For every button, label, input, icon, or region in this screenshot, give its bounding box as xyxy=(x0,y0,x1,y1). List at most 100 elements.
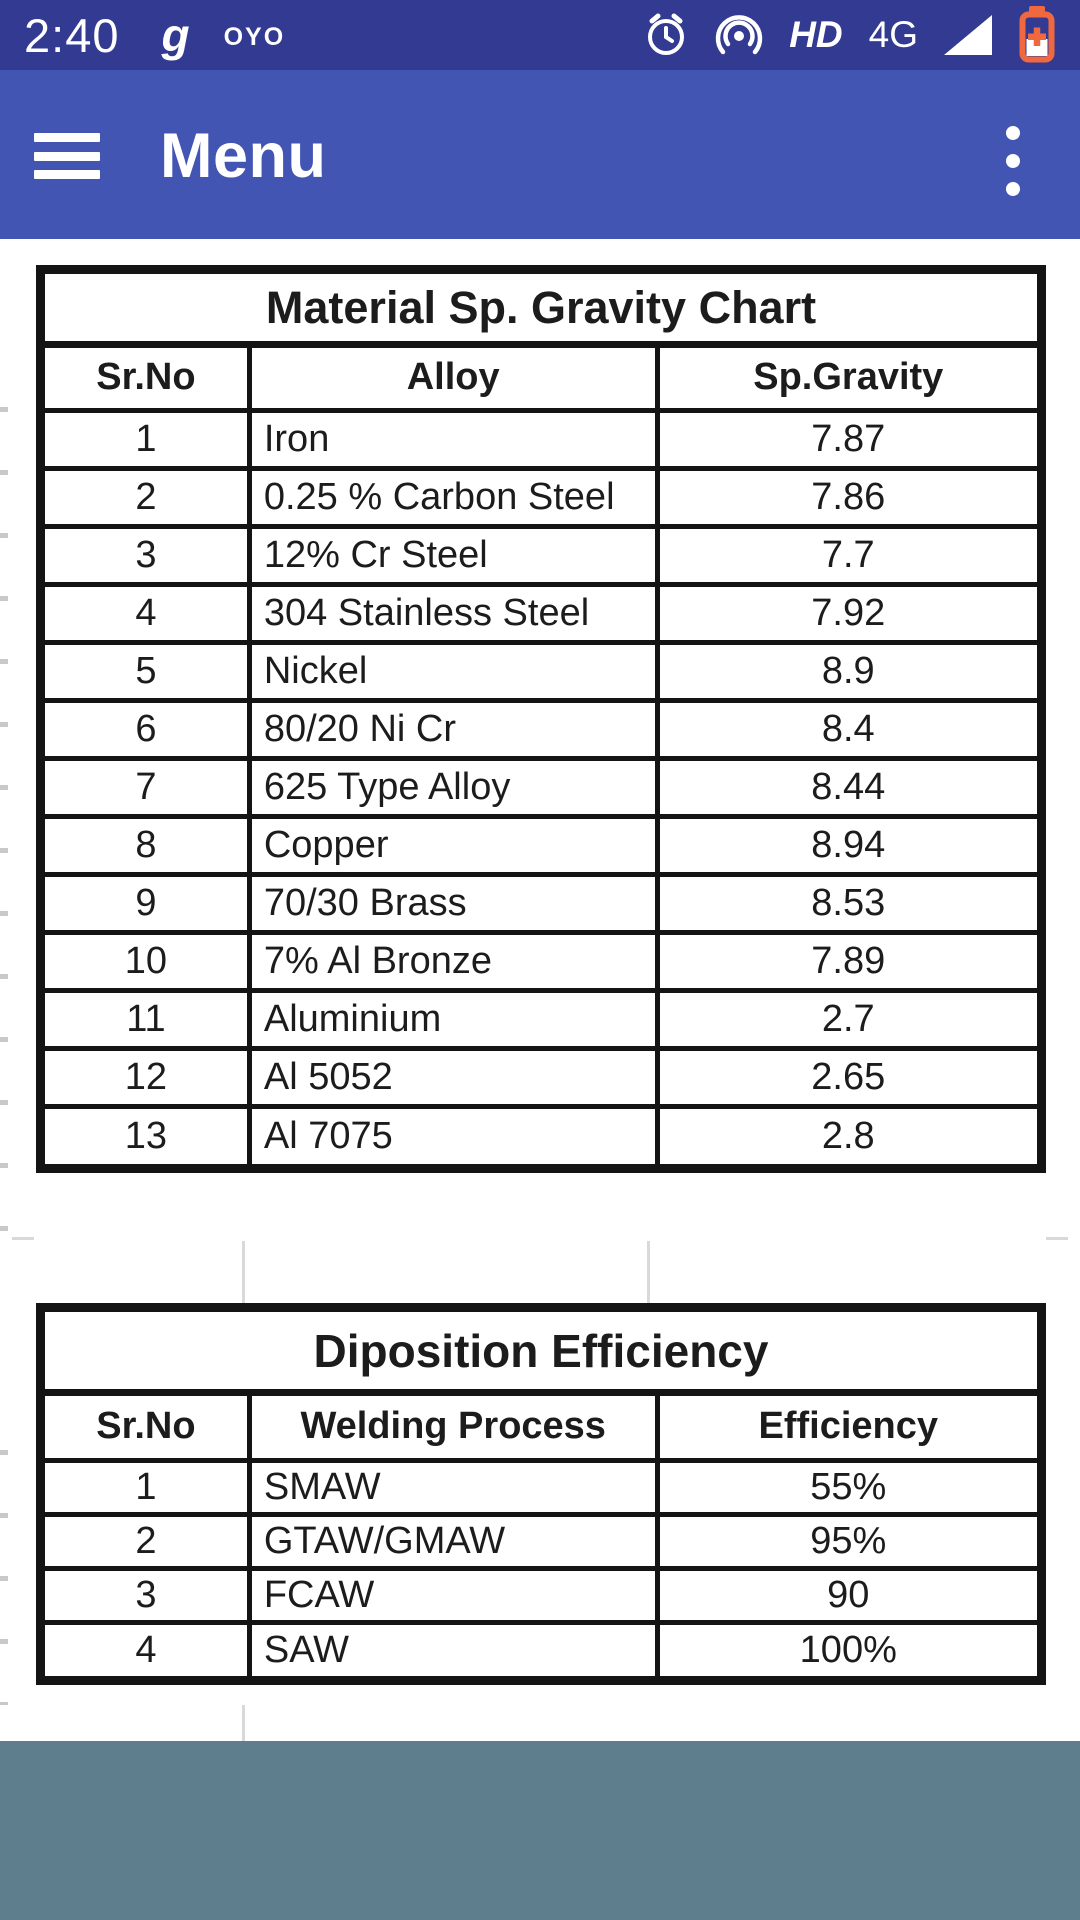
value-cell: 8.44 xyxy=(654,755,1037,819)
name-cell: FCAW xyxy=(246,1565,660,1625)
value-cell: 100% xyxy=(654,1619,1037,1676)
hamburger-menu-icon[interactable] xyxy=(34,133,100,179)
battery-icon xyxy=(1019,6,1055,63)
table-row: 1 Iron 7.87 xyxy=(45,407,1037,471)
column-header: Alloy xyxy=(246,348,660,413)
table-row: 1 SMAW 55% xyxy=(45,1457,1037,1517)
table-row: 3 12% Cr Steel 7.7 xyxy=(45,523,1037,587)
name-cell: 7% Al Bronze xyxy=(246,929,660,993)
glance-icon: g xyxy=(161,9,190,61)
sr-no-cell: 11 xyxy=(45,987,252,1051)
header-row: Sr.No Alloy Sp.Gravity xyxy=(45,348,1037,413)
clock-time: 2:40 xyxy=(24,8,120,62)
column-header: Sp.Gravity xyxy=(654,348,1037,413)
value-cell: 95% xyxy=(654,1511,1037,1571)
name-cell: Iron xyxy=(246,407,660,471)
row-tick-marks xyxy=(0,349,8,1241)
alarm-icon xyxy=(648,13,685,55)
status-bar-right: HD 4G xyxy=(643,6,1056,64)
sr-no-cell: 4 xyxy=(45,581,252,645)
name-cell: 625 Type Alloy xyxy=(246,755,660,819)
column-header: Welding Process xyxy=(246,1396,660,1463)
table-row: 8 Copper 8.94 xyxy=(45,813,1037,877)
table-row: 11 Aluminium 2.7 xyxy=(45,987,1037,1051)
gridline xyxy=(1046,1237,1068,1240)
value-cell: 2.8 xyxy=(654,1103,1037,1164)
header-row: Sr.No Welding Process Efficiency xyxy=(45,1396,1037,1463)
gridline xyxy=(12,1237,34,1240)
hd-badge: HD xyxy=(789,14,843,55)
name-cell: Al 7075 xyxy=(246,1103,660,1164)
app-bar: Menu xyxy=(0,70,1080,239)
value-cell: 8.9 xyxy=(654,639,1037,703)
sr-no-cell: 3 xyxy=(45,523,252,587)
name-cell: Nickel xyxy=(246,639,660,703)
row-tick-marks xyxy=(0,1392,8,1705)
sr-no-cell: 8 xyxy=(45,813,252,877)
value-cell: 2.65 xyxy=(654,1045,1037,1109)
table-row: 13 Al 7075 2.8 xyxy=(45,1103,1037,1164)
table-row: 9 70/30 Brass 8.53 xyxy=(45,871,1037,935)
table-row: 4 304 Stainless Steel 7.92 xyxy=(45,581,1037,645)
sr-no-cell: 5 xyxy=(45,639,252,703)
material-gravity-table: Material Sp. Gravity Chart Sr.No Alloy Sp.… xyxy=(36,265,1046,1173)
name-cell: GTAW/GMAW xyxy=(246,1511,660,1571)
value-cell: 8.4 xyxy=(654,697,1037,761)
value-cell: 8.53 xyxy=(654,871,1037,935)
name-cell: 70/30 Brass xyxy=(246,871,660,935)
sr-no-cell: 1 xyxy=(45,1457,252,1517)
gridline xyxy=(647,1241,650,1303)
sr-no-cell: 2 xyxy=(45,465,252,529)
value-cell: 55% xyxy=(654,1457,1037,1517)
table-grid: Sr.No Alloy Sp.Gravity 1 Iron 7.87 2 0.25 % Ca… xyxy=(45,348,1037,1164)
overflow-menu-icon[interactable] xyxy=(993,126,1033,196)
signal-icon xyxy=(944,15,992,55)
value-cell: 7.92 xyxy=(654,581,1037,645)
sr-no-cell: 6 xyxy=(45,697,252,761)
value-cell: 7.87 xyxy=(654,407,1037,471)
sr-no-cell: 4 xyxy=(45,1619,252,1676)
name-cell: Copper xyxy=(246,813,660,877)
sr-no-cell: 12 xyxy=(45,1045,252,1109)
table-title: Material Sp. Gravity Chart xyxy=(45,274,1037,348)
table-row: 3 FCAW 90 xyxy=(45,1565,1037,1625)
table-row: 4 SAW 100% xyxy=(45,1619,1037,1676)
hotspot-icon xyxy=(715,15,763,55)
value-cell: 90 xyxy=(654,1565,1037,1625)
value-cell: 7.7 xyxy=(654,523,1037,587)
column-header: Sr.No xyxy=(45,348,252,413)
sr-no-cell: 13 xyxy=(45,1103,252,1164)
sr-no-cell: 9 xyxy=(45,871,252,935)
value-cell: 8.94 xyxy=(654,813,1037,877)
deposition-efficiency-table: Diposition Efficiency Sr.No Welding Proce… xyxy=(36,1303,1046,1685)
table-row: 12 Al 5052 2.65 xyxy=(45,1045,1037,1109)
name-cell: SAW xyxy=(246,1619,660,1676)
sheet-content[interactable]: Material Sp. Gravity Chart Sr.No Alloy Sp.… xyxy=(0,239,1080,1741)
gridline xyxy=(242,1241,245,1303)
name-cell: 304 Stainless Steel xyxy=(246,581,660,645)
table-grid: Sr.No Welding Process Efficiency 1 SMAW 55% 2… xyxy=(45,1396,1037,1676)
sr-no-cell: 3 xyxy=(45,1565,252,1625)
oyo-icon: OYO xyxy=(223,22,286,51)
table-row: 6 80/20 Ni Cr 8.4 xyxy=(45,697,1037,761)
name-cell: 80/20 Ni Cr xyxy=(246,697,660,761)
gridline xyxy=(242,1705,245,1741)
name-cell: 0.25 % Carbon Steel xyxy=(246,465,660,529)
name-cell: Al 5052 xyxy=(246,1045,660,1109)
value-cell: 7.89 xyxy=(654,929,1037,993)
bottom-nav-area xyxy=(0,1741,1080,1920)
sr-no-cell: 7 xyxy=(45,755,252,819)
sr-no-cell: 1 xyxy=(45,407,252,471)
value-cell: 2.7 xyxy=(654,987,1037,1051)
sr-no-cell: 10 xyxy=(45,929,252,993)
name-cell: SMAW xyxy=(246,1457,660,1517)
table-title: Diposition Efficiency xyxy=(45,1312,1037,1396)
name-cell: Aluminium xyxy=(246,987,660,1051)
table-row: 2 GTAW/GMAW 95% xyxy=(45,1511,1037,1571)
column-header: Efficiency xyxy=(654,1396,1037,1463)
column-header: Sr.No xyxy=(45,1396,252,1463)
value-cell: 7.86 xyxy=(654,465,1037,529)
status-bar: 2:40 g OYO HD 4G xyxy=(0,0,1080,70)
name-cell: 12% Cr Steel xyxy=(246,523,660,587)
